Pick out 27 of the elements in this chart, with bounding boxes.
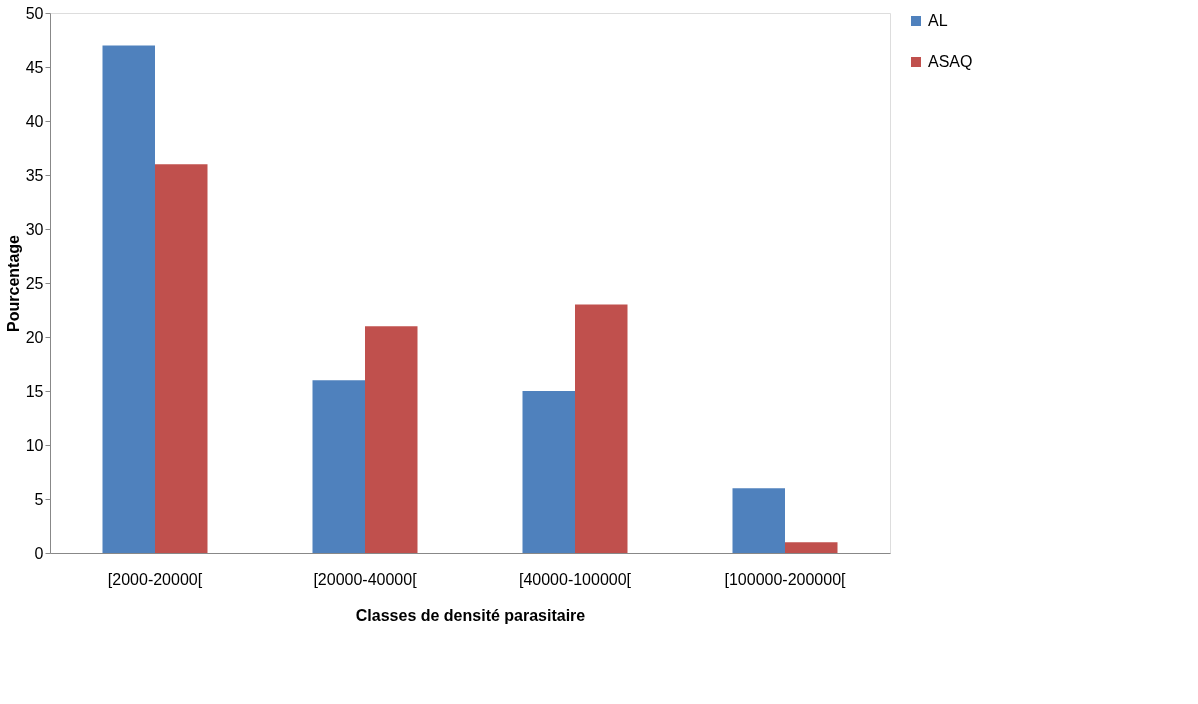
y-tick-label: 20 [25, 328, 44, 346]
x-tick-label: [100000-200000[ [724, 570, 847, 588]
y-tick-label: 30 [25, 220, 44, 238]
y-tick-label: 50 [25, 4, 44, 22]
bar [312, 380, 365, 553]
x-axis-title: Classes de densité parasitaire [355, 606, 586, 624]
bar [522, 391, 575, 553]
y-tick-label: 10 [25, 436, 44, 454]
x-tick-label: [20000-40000[ [313, 570, 418, 588]
x-tick-label: [2000-20000[ [107, 570, 203, 588]
y-tick-label: 40 [25, 112, 44, 130]
bar [102, 45, 155, 553]
bar [575, 304, 628, 553]
y-tick-label: 45 [25, 58, 44, 76]
y-tick-label: 0 [34, 544, 44, 562]
legend-label: ASAQ [928, 53, 973, 70]
legend-label: AL [928, 12, 948, 29]
y-tick-label: 35 [25, 166, 44, 184]
x-tick-label: [40000-100000[ [518, 570, 632, 588]
y-tick-label: 5 [34, 490, 44, 508]
bar [785, 542, 838, 553]
y-tick-label: 15 [25, 382, 44, 400]
y-axis-title: Pourcentage [4, 234, 22, 332]
bar [155, 164, 208, 553]
bar [365, 326, 418, 553]
y-tick-label: 25 [25, 274, 44, 292]
bar [732, 488, 785, 553]
